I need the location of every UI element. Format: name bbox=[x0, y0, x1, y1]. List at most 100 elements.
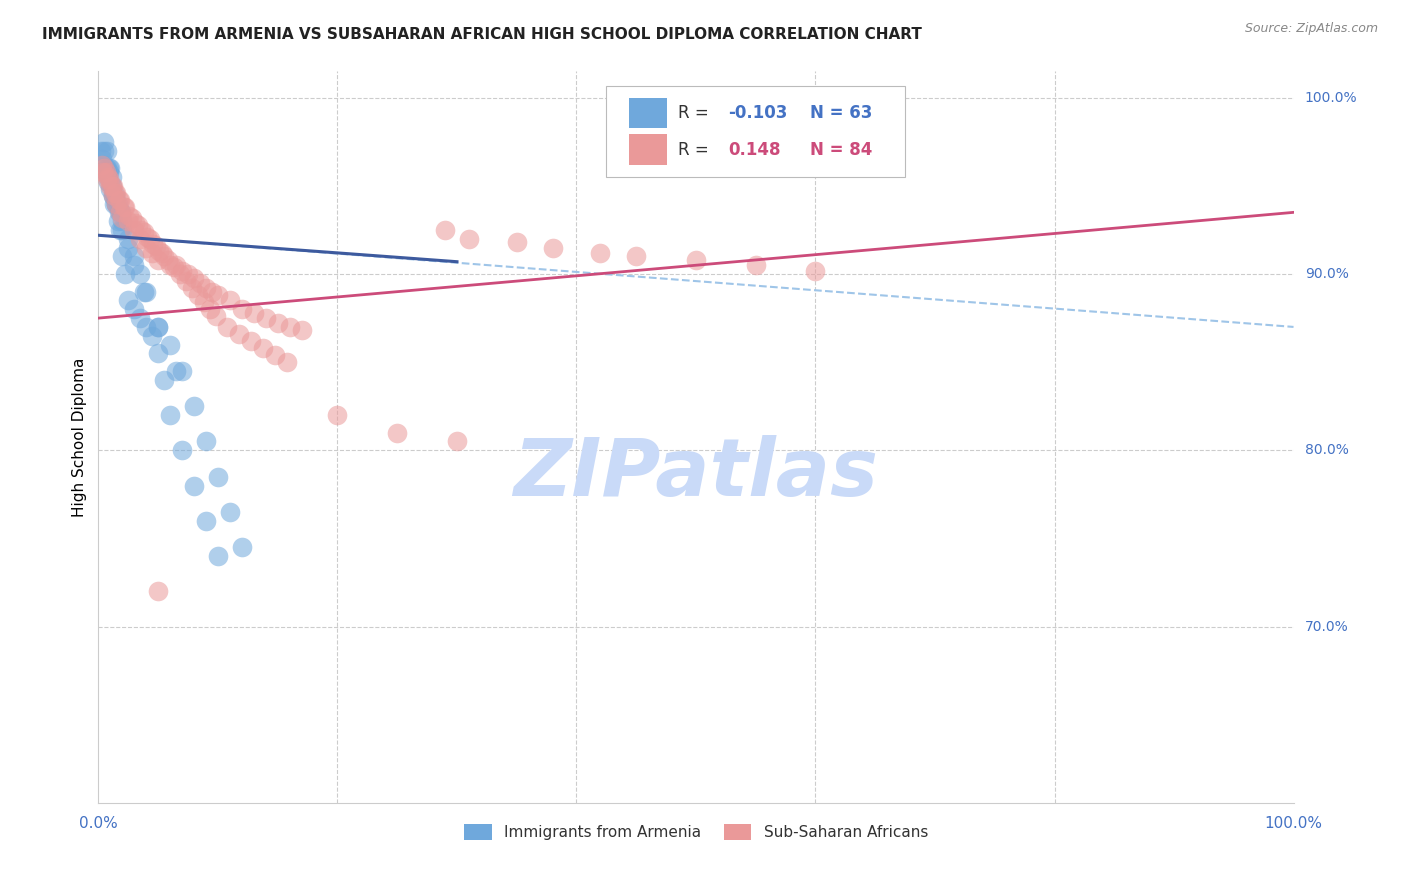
Point bbox=[291, 323, 314, 337]
FancyBboxPatch shape bbox=[628, 98, 668, 128]
Point bbox=[124, 216, 146, 230]
Point bbox=[252, 341, 274, 355]
Point bbox=[148, 320, 170, 334]
Point bbox=[172, 263, 194, 277]
Text: -0.103: -0.103 bbox=[728, 104, 787, 122]
Point bbox=[195, 281, 218, 295]
Legend: Immigrants from Armenia, Sub-Saharan Africans: Immigrants from Armenia, Sub-Saharan Afr… bbox=[458, 818, 934, 847]
Point bbox=[111, 223, 134, 237]
Point bbox=[103, 196, 125, 211]
Point bbox=[98, 165, 121, 179]
Point bbox=[96, 172, 118, 186]
Point bbox=[98, 182, 122, 196]
Point bbox=[91, 153, 114, 167]
Point bbox=[385, 425, 409, 440]
Point bbox=[148, 320, 170, 334]
Text: IMMIGRANTS FROM ARMENIA VS SUBSAHARAN AFRICAN HIGH SCHOOL DIPLOMA CORRELATION CH: IMMIGRANTS FROM ARMENIA VS SUBSAHARAN AF… bbox=[42, 27, 922, 42]
Point bbox=[105, 196, 128, 211]
Point bbox=[165, 364, 187, 378]
Text: 80.0%: 80.0% bbox=[1305, 443, 1348, 458]
Point bbox=[98, 178, 122, 193]
Point bbox=[165, 258, 187, 272]
Point bbox=[276, 355, 298, 369]
Point bbox=[183, 478, 205, 492]
Text: R =: R = bbox=[678, 104, 709, 122]
Point bbox=[434, 223, 457, 237]
Point bbox=[231, 540, 253, 554]
Point bbox=[156, 252, 179, 267]
Point bbox=[93, 144, 115, 158]
Point bbox=[142, 237, 165, 252]
Point bbox=[159, 258, 181, 272]
Text: 0.148: 0.148 bbox=[728, 141, 780, 159]
Point bbox=[105, 196, 128, 211]
Point bbox=[129, 232, 152, 246]
FancyBboxPatch shape bbox=[606, 86, 905, 178]
Point bbox=[541, 241, 564, 255]
Point bbox=[135, 241, 157, 255]
Point bbox=[90, 144, 112, 158]
Point bbox=[207, 549, 229, 563]
Point bbox=[219, 505, 242, 519]
Point bbox=[159, 337, 181, 351]
Point bbox=[231, 302, 253, 317]
Point bbox=[153, 249, 176, 263]
Point bbox=[117, 232, 139, 246]
Point bbox=[148, 584, 170, 599]
Point bbox=[135, 285, 157, 299]
Point bbox=[193, 295, 215, 310]
Point bbox=[626, 249, 648, 263]
Point bbox=[104, 191, 127, 205]
Point bbox=[243, 306, 266, 320]
Point bbox=[107, 214, 129, 228]
Text: 70.0%: 70.0% bbox=[1305, 620, 1348, 633]
Point bbox=[111, 249, 134, 263]
Point bbox=[148, 244, 170, 259]
Point bbox=[107, 205, 129, 219]
Point bbox=[114, 200, 136, 214]
Point bbox=[94, 161, 117, 176]
Point bbox=[111, 214, 134, 228]
Point bbox=[267, 317, 290, 331]
Point bbox=[105, 196, 128, 211]
Point bbox=[148, 252, 170, 267]
Y-axis label: High School Diploma: High School Diploma bbox=[72, 358, 87, 516]
Point bbox=[96, 161, 118, 176]
Point bbox=[148, 346, 170, 360]
Point bbox=[98, 172, 121, 186]
Point bbox=[117, 293, 139, 308]
Point bbox=[139, 232, 162, 246]
Point bbox=[129, 311, 152, 326]
Point bbox=[172, 364, 194, 378]
Point bbox=[101, 187, 124, 202]
Point bbox=[117, 241, 139, 255]
Point bbox=[91, 158, 114, 172]
Point bbox=[180, 281, 202, 295]
Point bbox=[108, 223, 131, 237]
Point bbox=[100, 178, 122, 193]
Point bbox=[98, 161, 122, 176]
Text: R =: R = bbox=[678, 141, 709, 159]
Point bbox=[121, 211, 143, 225]
Point bbox=[183, 270, 205, 285]
Point bbox=[112, 200, 135, 214]
Point bbox=[132, 225, 155, 239]
Point bbox=[458, 232, 481, 246]
Point bbox=[207, 288, 229, 302]
Point bbox=[132, 285, 155, 299]
Point bbox=[136, 230, 159, 244]
Point bbox=[195, 514, 218, 528]
Point bbox=[506, 235, 529, 250]
Point bbox=[124, 223, 146, 237]
Point bbox=[172, 443, 194, 458]
Point bbox=[183, 399, 205, 413]
Point bbox=[118, 209, 141, 223]
Point bbox=[124, 302, 146, 317]
Point bbox=[188, 276, 211, 290]
Point bbox=[96, 144, 118, 158]
Point bbox=[150, 246, 173, 260]
Point bbox=[100, 178, 122, 193]
Point bbox=[93, 161, 115, 176]
Point bbox=[114, 267, 136, 281]
Point bbox=[254, 311, 277, 326]
